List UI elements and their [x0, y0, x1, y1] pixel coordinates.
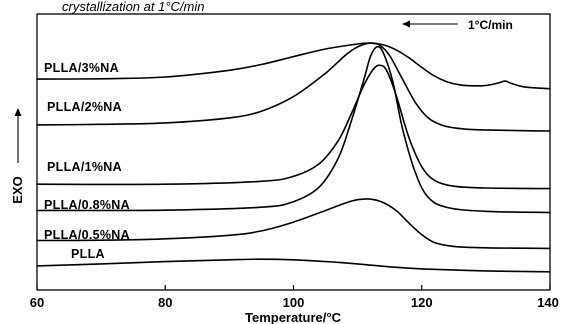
series-labels-group: PLLA/3%NA PLLA/2%NA PLLA/1%NA PLLA/0.8%NA PL… — [44, 61, 130, 261]
x-tick-label-80: 80 — [158, 295, 172, 310]
plot-frame — [36, 13, 551, 291]
series-label-plla-0-8-na: PLLA/0.8%NA — [44, 198, 130, 212]
x-tick-label-140: 140 — [537, 295, 559, 310]
curve-plla-3-na — [36, 42, 551, 90]
x-tick-label-100: 100 — [283, 295, 305, 310]
y-axis-label: EXO — [10, 176, 25, 203]
x-ticks-group: 60 80 100 120 140 — [30, 285, 559, 310]
y-axis-label-group: EXO — [10, 108, 25, 204]
rate-annotation: 1°C/min — [468, 18, 513, 32]
rate-annotation-group: 1°C/min — [402, 18, 513, 32]
curve-plla-0-5-na — [36, 198, 551, 250]
series-label-plla-3-na: PLLA/3%NA — [44, 61, 119, 75]
series-label-plla-0-5-na: PLLA/0.5%NA — [44, 228, 130, 242]
curve-plla-2-na — [36, 42, 551, 132]
y-axis-arrowhead — [14, 108, 22, 116]
curves-group — [36, 42, 551, 273]
chart-caption: crystallization at 1°C/min — [62, 0, 204, 14]
x-tick-label-120: 120 — [411, 295, 433, 310]
x-axis-label: Temperature/°C — [245, 310, 342, 324]
curve-plla-0-8-na — [36, 45, 551, 214]
series-label-plla-1-na: PLLA/1%NA — [47, 160, 122, 174]
curve-plla-1-na — [36, 64, 551, 190]
curve-plla — [36, 258, 551, 273]
series-label-plla: PLLA — [71, 247, 105, 261]
x-tick-label-60: 60 — [30, 295, 44, 310]
series-label-plla-2-na: PLLA/2%NA — [47, 100, 122, 114]
